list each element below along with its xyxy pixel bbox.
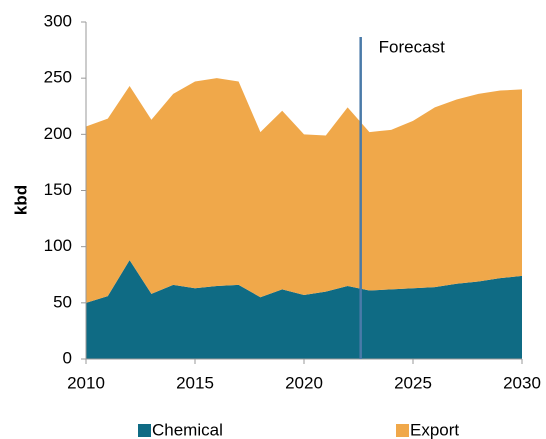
y-tick-label: 100 xyxy=(44,236,72,255)
x-tick-label: 2030 xyxy=(503,373,541,392)
y-tick-label: 0 xyxy=(63,348,72,367)
x-tick-label: 2025 xyxy=(394,373,432,392)
annotation: Forecast xyxy=(379,37,445,56)
area xyxy=(86,78,522,303)
y-axis-label: kbd xyxy=(11,185,30,215)
legend-label: Chemical xyxy=(152,420,223,439)
y-tick-label: 250 xyxy=(44,68,72,87)
y-tick-label: 300 xyxy=(44,11,72,30)
y-tick-label: 200 xyxy=(44,124,72,143)
legend-swatch xyxy=(138,424,151,437)
x-tick-label: 2015 xyxy=(176,373,214,392)
y-tick-label: 50 xyxy=(53,292,72,311)
legend-label: Export xyxy=(410,420,459,439)
legend-swatch xyxy=(396,424,409,437)
area xyxy=(86,260,522,359)
x-tick-label: 2010 xyxy=(67,373,105,392)
y-tick-label: 150 xyxy=(44,180,72,199)
x-tick-label: 2020 xyxy=(285,373,323,392)
